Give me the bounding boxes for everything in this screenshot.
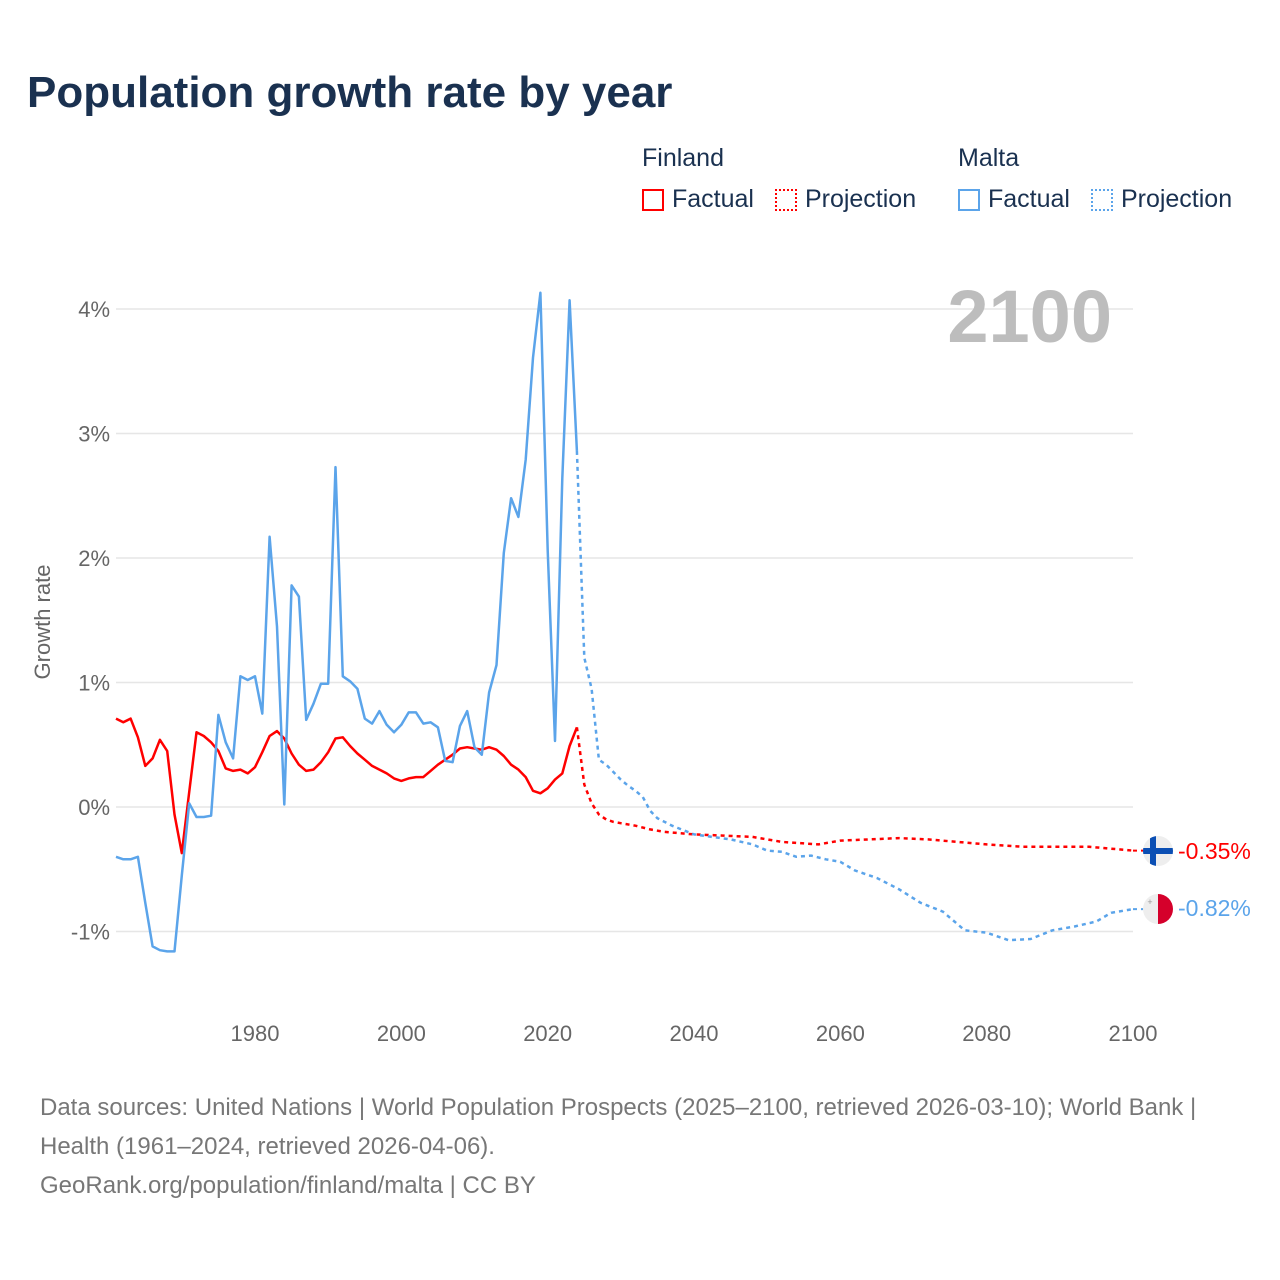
legend-group-name: Malta — [958, 144, 1020, 172]
finland-end-value: -0.35% — [1178, 838, 1251, 864]
y-tick-label: 2% — [78, 546, 110, 571]
y-tick-label: 3% — [78, 422, 110, 447]
x-tick-label: 2040 — [670, 1021, 719, 1046]
solid-swatch-icon — [958, 188, 980, 211]
legend-label: Projection — [1120, 185, 1233, 213]
source-notes: Data sources: United Nations | World Pop… — [40, 1088, 1240, 1205]
svg-text:+: + — [1147, 897, 1152, 907]
y-tick-label: -1% — [71, 920, 110, 945]
solid-swatch-icon — [642, 188, 664, 211]
dotted-swatch-icon — [774, 188, 797, 211]
x-tick-label: 2100 — [1109, 1021, 1158, 1046]
x-tick-label: 2080 — [962, 1021, 1011, 1046]
y-axis-label: Growth rate — [30, 565, 55, 680]
x-tick-label: 2020 — [523, 1021, 572, 1046]
chart-title: Population growth rate by year — [27, 68, 673, 117]
y-tick-label: 0% — [78, 795, 110, 820]
x-tick-label: 2000 — [377, 1021, 426, 1046]
attribution-link[interactable]: GeoRank.org/population/finland/malta | C… — [40, 1172, 536, 1199]
legend-finland: Finland Factual Projection — [642, 144, 930, 218]
malta-projection-line — [575, 450, 1134, 942]
y-tick-label: 1% — [78, 671, 110, 696]
legend-malta-projection[interactable]: Projection — [1090, 185, 1233, 214]
data-sources: Data sources: United Nations | World Pop… — [40, 1094, 1197, 1160]
malta-factual-line — [115, 291, 579, 953]
finland-flag-icon — [1143, 836, 1173, 866]
legend-finland-projection[interactable]: Projection — [774, 185, 917, 214]
year-overlay: 2100 — [947, 275, 1112, 358]
dotted-swatch-icon — [1090, 188, 1113, 211]
x-tick-label: 2060 — [816, 1021, 865, 1046]
legend-group-name: Finland — [642, 144, 724, 172]
finland-projection-line — [575, 727, 1134, 852]
malta-end-value: -0.82% — [1178, 895, 1251, 921]
malta-flag-icon: + — [1143, 894, 1173, 924]
legend-malta-factual[interactable]: Factual — [958, 185, 1070, 214]
legend-malta: Malta Factual Projection — [958, 144, 1246, 218]
x-tick-label: 1980 — [231, 1021, 280, 1046]
legend-label: Projection — [804, 185, 917, 213]
finland-factual-line — [115, 717, 579, 855]
legend-finland-factual[interactable]: Factual — [642, 185, 754, 214]
legend-label: Factual — [988, 185, 1070, 213]
legend-label: Factual — [672, 185, 754, 213]
y-tick-label: 4% — [78, 297, 110, 322]
